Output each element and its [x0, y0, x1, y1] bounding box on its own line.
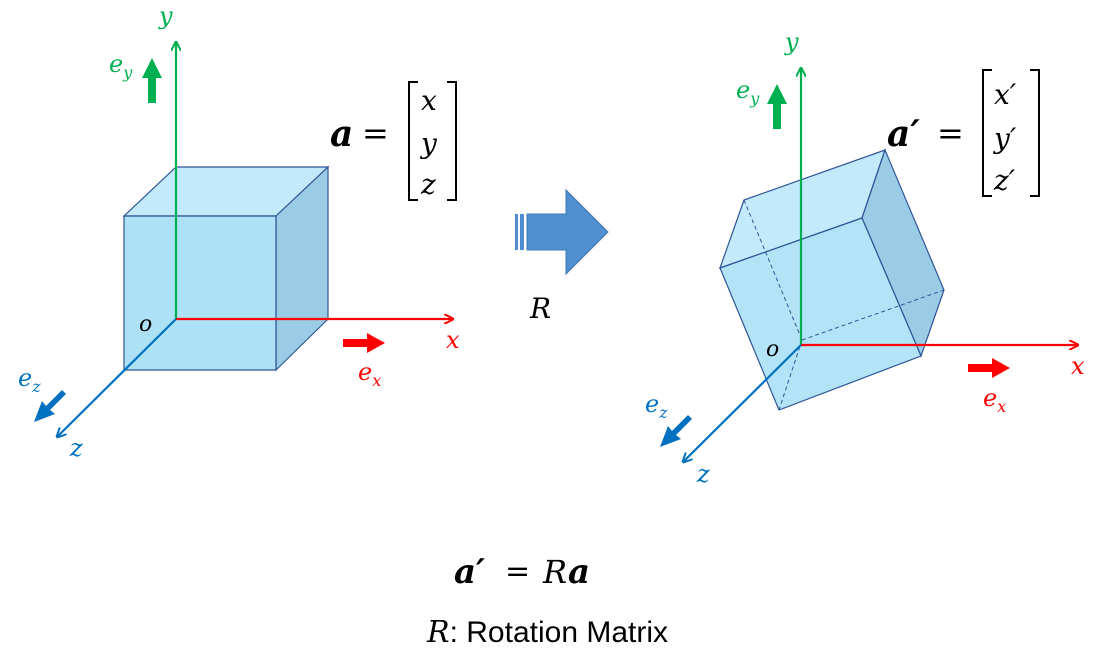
right-ez-arrow — [660, 415, 692, 447]
equation-equals: = — [505, 554, 530, 589]
caption-symbol: R — [426, 615, 450, 650]
left-z-label: z — [69, 434, 83, 462]
left-matrix-bracket-right — [447, 81, 457, 201]
equation-lhs: a′ — [454, 552, 485, 592]
left-component-x: x — [421, 84, 437, 117]
right-ex-arrow — [968, 358, 1010, 378]
left-matrix-bracket-left — [408, 81, 418, 201]
right-component-y: y′ — [992, 122, 1017, 155]
right-ey-arrow — [767, 84, 787, 129]
right-y-label: y — [784, 28, 799, 56]
right-origin-label: o — [766, 337, 779, 362]
left-ex-label: ex — [358, 358, 381, 390]
caption-line: R: Rotation Matrix — [426, 615, 668, 650]
right-z-axis — [683, 344, 802, 462]
right-cube-hidden-edge-3 — [778, 339, 803, 411]
right-matrix-bracket-left — [982, 69, 992, 197]
right-cube-front-face — [719, 217, 922, 411]
equation-rhs-matrix: R — [542, 553, 567, 591]
transform-arrow-stripe-1 — [515, 214, 518, 250]
left-ey-label: ey — [109, 50, 133, 82]
caption-text: : Rotation Matrix — [450, 616, 668, 649]
equation-rhs-vector: a — [568, 552, 590, 592]
left-ez-arrow — [34, 390, 66, 422]
right-matrix-bracket-right — [1030, 69, 1040, 197]
right-ey-label: ey — [736, 76, 760, 108]
left-vector-equals: = — [362, 114, 389, 152]
transform-arrow-stripe-2 — [520, 214, 524, 250]
right-x-label: x — [1071, 352, 1085, 380]
left-z-axis — [57, 318, 177, 437]
left-y-label: y — [158, 2, 173, 30]
transform-arrow-group: R — [515, 188, 609, 325]
left-x-label: x — [446, 326, 460, 354]
right-z-label: z — [696, 460, 710, 488]
right-vector-equals: = — [937, 114, 964, 152]
left-frame: y x z o ey ex ez a = x y z — [18, 2, 460, 462]
right-component-x: x′ — [994, 78, 1017, 111]
equation: a′ = R a — [454, 552, 590, 592]
left-vector-lhs: a — [330, 113, 353, 155]
right-frame: y x z o ey ex ez a′ = x′ y′ z′ — [645, 28, 1085, 488]
transform-arrow — [526, 188, 609, 276]
transform-label: R — [529, 292, 551, 325]
right-ex-label: ex — [983, 384, 1006, 416]
right-vector-lhs: a′ — [887, 113, 920, 155]
caption: R: Rotation Matrix — [426, 615, 668, 650]
left-component-y: y — [419, 127, 438, 160]
left-ey-arrow — [142, 58, 162, 103]
right-component-z: z′ — [993, 164, 1016, 197]
left-origin-label: o — [139, 312, 152, 337]
left-ex-arrow — [343, 333, 385, 353]
left-component-z: z — [420, 168, 436, 201]
left-ez-label: ez — [18, 364, 41, 396]
right-ez-label: ez — [645, 390, 668, 422]
right-cube-hidden-edge-1 — [743, 199, 803, 341]
